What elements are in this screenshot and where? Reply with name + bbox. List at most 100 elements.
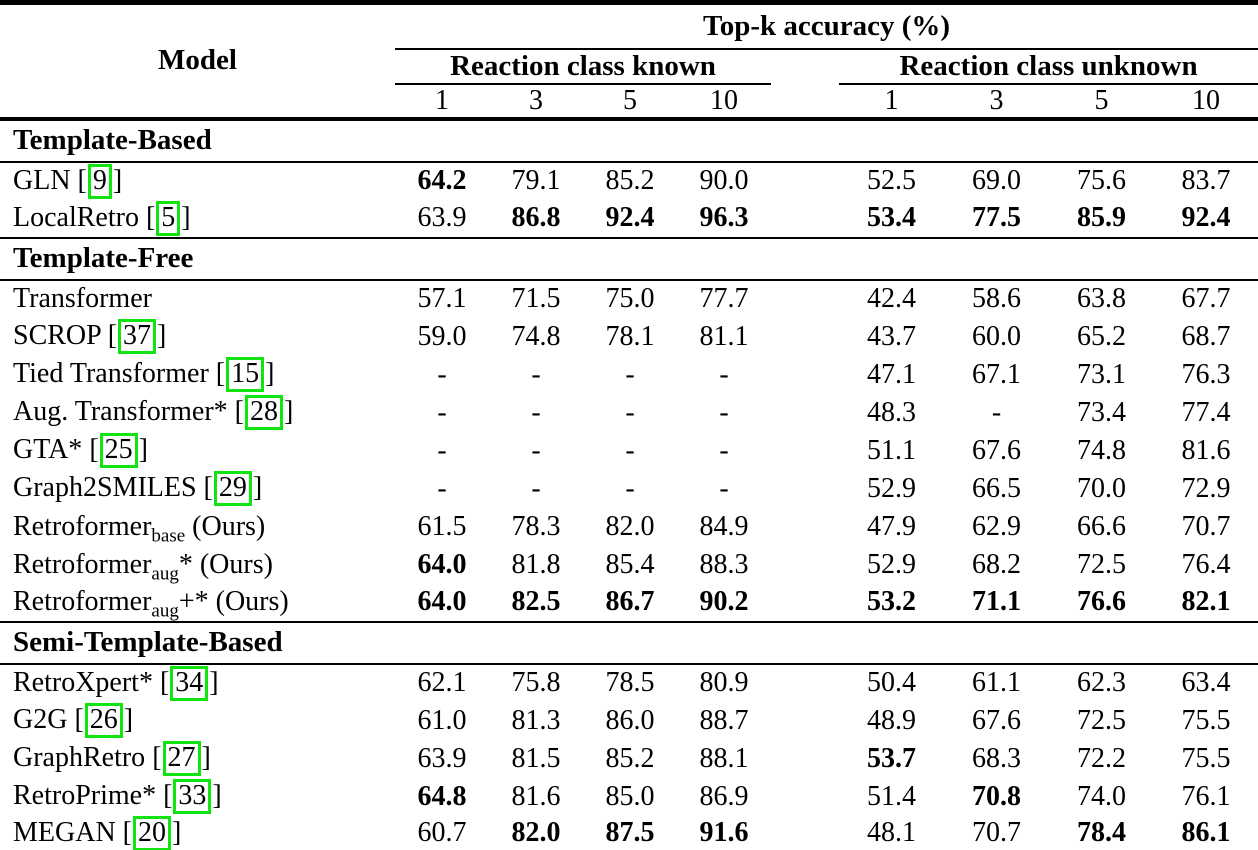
table-row: Aug. Transformer* [28] - - - - 48.3 - 73.4 77.4: [0, 394, 1258, 432]
model-name: Retroformer: [13, 586, 152, 617]
model-cell: Retroformeraug+* (Ours): [0, 584, 395, 622]
value-cell: 42.4: [867, 283, 916, 314]
table-header: Model Top-k accuracy (%) Reaction class …: [0, 2, 1258, 121]
value-cell: 62.3: [1077, 667, 1126, 698]
value-cell: 90.0: [699, 165, 749, 196]
value-cell: 91.6: [699, 817, 749, 848]
value-cell: 86.0: [605, 704, 655, 736]
value-cell: -: [719, 396, 729, 428]
value-cell: 81.3: [511, 704, 561, 736]
value-cell: 43.7: [867, 320, 916, 352]
value-cell: 70.0: [1077, 472, 1126, 504]
citation-link[interactable]: 29: [213, 471, 252, 506]
k-column-header: 10: [677, 83, 771, 121]
value-cell: 73.4: [1077, 396, 1126, 428]
model-tail: (Ours): [192, 548, 273, 580]
model-cell: GraphRetro [27]: [0, 740, 395, 778]
citation-link[interactable]: 5: [156, 200, 181, 236]
value-cell: 59.0: [417, 320, 467, 352]
value-cell: 88.1: [699, 742, 749, 774]
citation-open-bracket: [: [115, 816, 132, 848]
value-cell: 79.1: [511, 165, 561, 196]
citation-link[interactable]: 15: [226, 357, 265, 392]
value-cell: 72.5: [1077, 704, 1126, 736]
value-cell: 68.7: [1181, 320, 1231, 352]
value-cell: 53.4: [867, 202, 916, 233]
column-gap: [771, 318, 839, 356]
model-name: Retroformer: [13, 510, 152, 542]
group-header-unknown: Reaction class unknown: [839, 48, 1258, 85]
citation-link[interactable]: 27: [162, 741, 201, 776]
table-row: SCROP [37] 59.0 74.8 78.1 81.1 43.7 60.0 65.2 68…: [0, 318, 1258, 356]
value-cell: 85.2: [605, 742, 655, 774]
value-cell: 71.1: [972, 586, 1021, 617]
value-cell: 83.7: [1181, 165, 1231, 196]
model-name: GTA*: [13, 434, 83, 465]
value-cell: 71.5: [511, 283, 561, 314]
value-cell: 76.6: [1077, 586, 1126, 617]
value-cell: 48.3: [867, 396, 916, 428]
value-cell: 82.1: [1181, 586, 1231, 617]
value-cell: 67.6: [972, 704, 1021, 736]
citation: [29]: [197, 471, 263, 506]
value-cell: 78.4: [1077, 817, 1126, 848]
value-cell: 64.0: [417, 548, 467, 580]
value-cell: 82.0: [605, 510, 655, 542]
citation: [26]: [67, 703, 133, 738]
model-name: RetroXpert*: [13, 666, 153, 698]
citation-link[interactable]: 25: [99, 433, 138, 468]
citation-open-bracket: [: [152, 666, 170, 698]
value-cell: 60.0: [972, 320, 1021, 352]
citation: [28]: [228, 395, 294, 430]
column-gap: [771, 432, 839, 470]
citation-open-bracket: [: [156, 780, 173, 811]
model-name: GraphRetro: [13, 742, 146, 773]
citation-link[interactable]: 33: [173, 779, 212, 814]
value-cell: -: [437, 358, 447, 390]
citation-link[interactable]: 28: [245, 395, 283, 430]
citation-close-bracket: ]: [284, 396, 294, 427]
value-cell: 47.9: [867, 510, 916, 542]
model-suffix: +*: [178, 586, 209, 617]
citation-link[interactable]: 37: [118, 319, 157, 354]
model-cell: Retroformeraug* (Ours): [0, 546, 395, 584]
citation-close-bracket: ]: [172, 816, 182, 848]
citation-link[interactable]: 26: [84, 703, 123, 738]
model-cell: Tied Transformer [15]: [0, 356, 395, 394]
value-cell: 75.5: [1181, 704, 1231, 736]
model-name: RetroPrime*: [13, 780, 157, 811]
value-cell: 74.8: [511, 320, 561, 352]
column-gap: [771, 49, 839, 84]
table-row: RetroXpert* [34] 62.1 75.8 78.5 80.9 50.4 61.1…: [0, 664, 1258, 702]
table-body: Template-Based GLN [9] 64.2 79.1 85.2 90.0 52.…: [0, 117, 1258, 850]
value-cell: 47.1: [867, 358, 916, 390]
model-name: MEGAN: [13, 816, 116, 848]
value-cell: 85.4: [605, 548, 655, 580]
value-cell: 78.3: [511, 510, 561, 542]
table-row: Tied Transformer [15] - - - - 47.1 67.1 73.1 76.…: [0, 356, 1258, 394]
column-gap: [771, 394, 839, 432]
value-cell: -: [719, 358, 729, 390]
value-cell: 96.3: [699, 202, 749, 233]
citation-close-bracket: ]: [252, 472, 263, 503]
citation: [37]: [101, 319, 166, 354]
citation: [9]: [71, 163, 122, 199]
section-header-row: Semi-Template-Based: [0, 620, 1258, 665]
column-gap: [771, 816, 839, 850]
value-cell: 67.1: [972, 358, 1021, 390]
citation-link[interactable]: 20: [133, 815, 171, 850]
table-title: Top-k accuracy (%): [395, 2, 1258, 50]
citation-link[interactable]: 34: [170, 665, 209, 701]
value-cell: 78.5: [605, 667, 655, 698]
model-column-header: Model: [0, 2, 395, 121]
value-cell: 75.8: [511, 667, 561, 698]
citation-open-bracket: [: [82, 434, 99, 465]
value-cell: 86.1: [1181, 817, 1231, 848]
citation-link[interactable]: 9: [87, 163, 112, 199]
column-gap: [771, 740, 839, 778]
value-cell: 88.3: [699, 548, 749, 580]
value-cell: 64.0: [417, 586, 467, 617]
value-cell: 50.4: [867, 667, 916, 698]
column-gap: [771, 508, 839, 546]
